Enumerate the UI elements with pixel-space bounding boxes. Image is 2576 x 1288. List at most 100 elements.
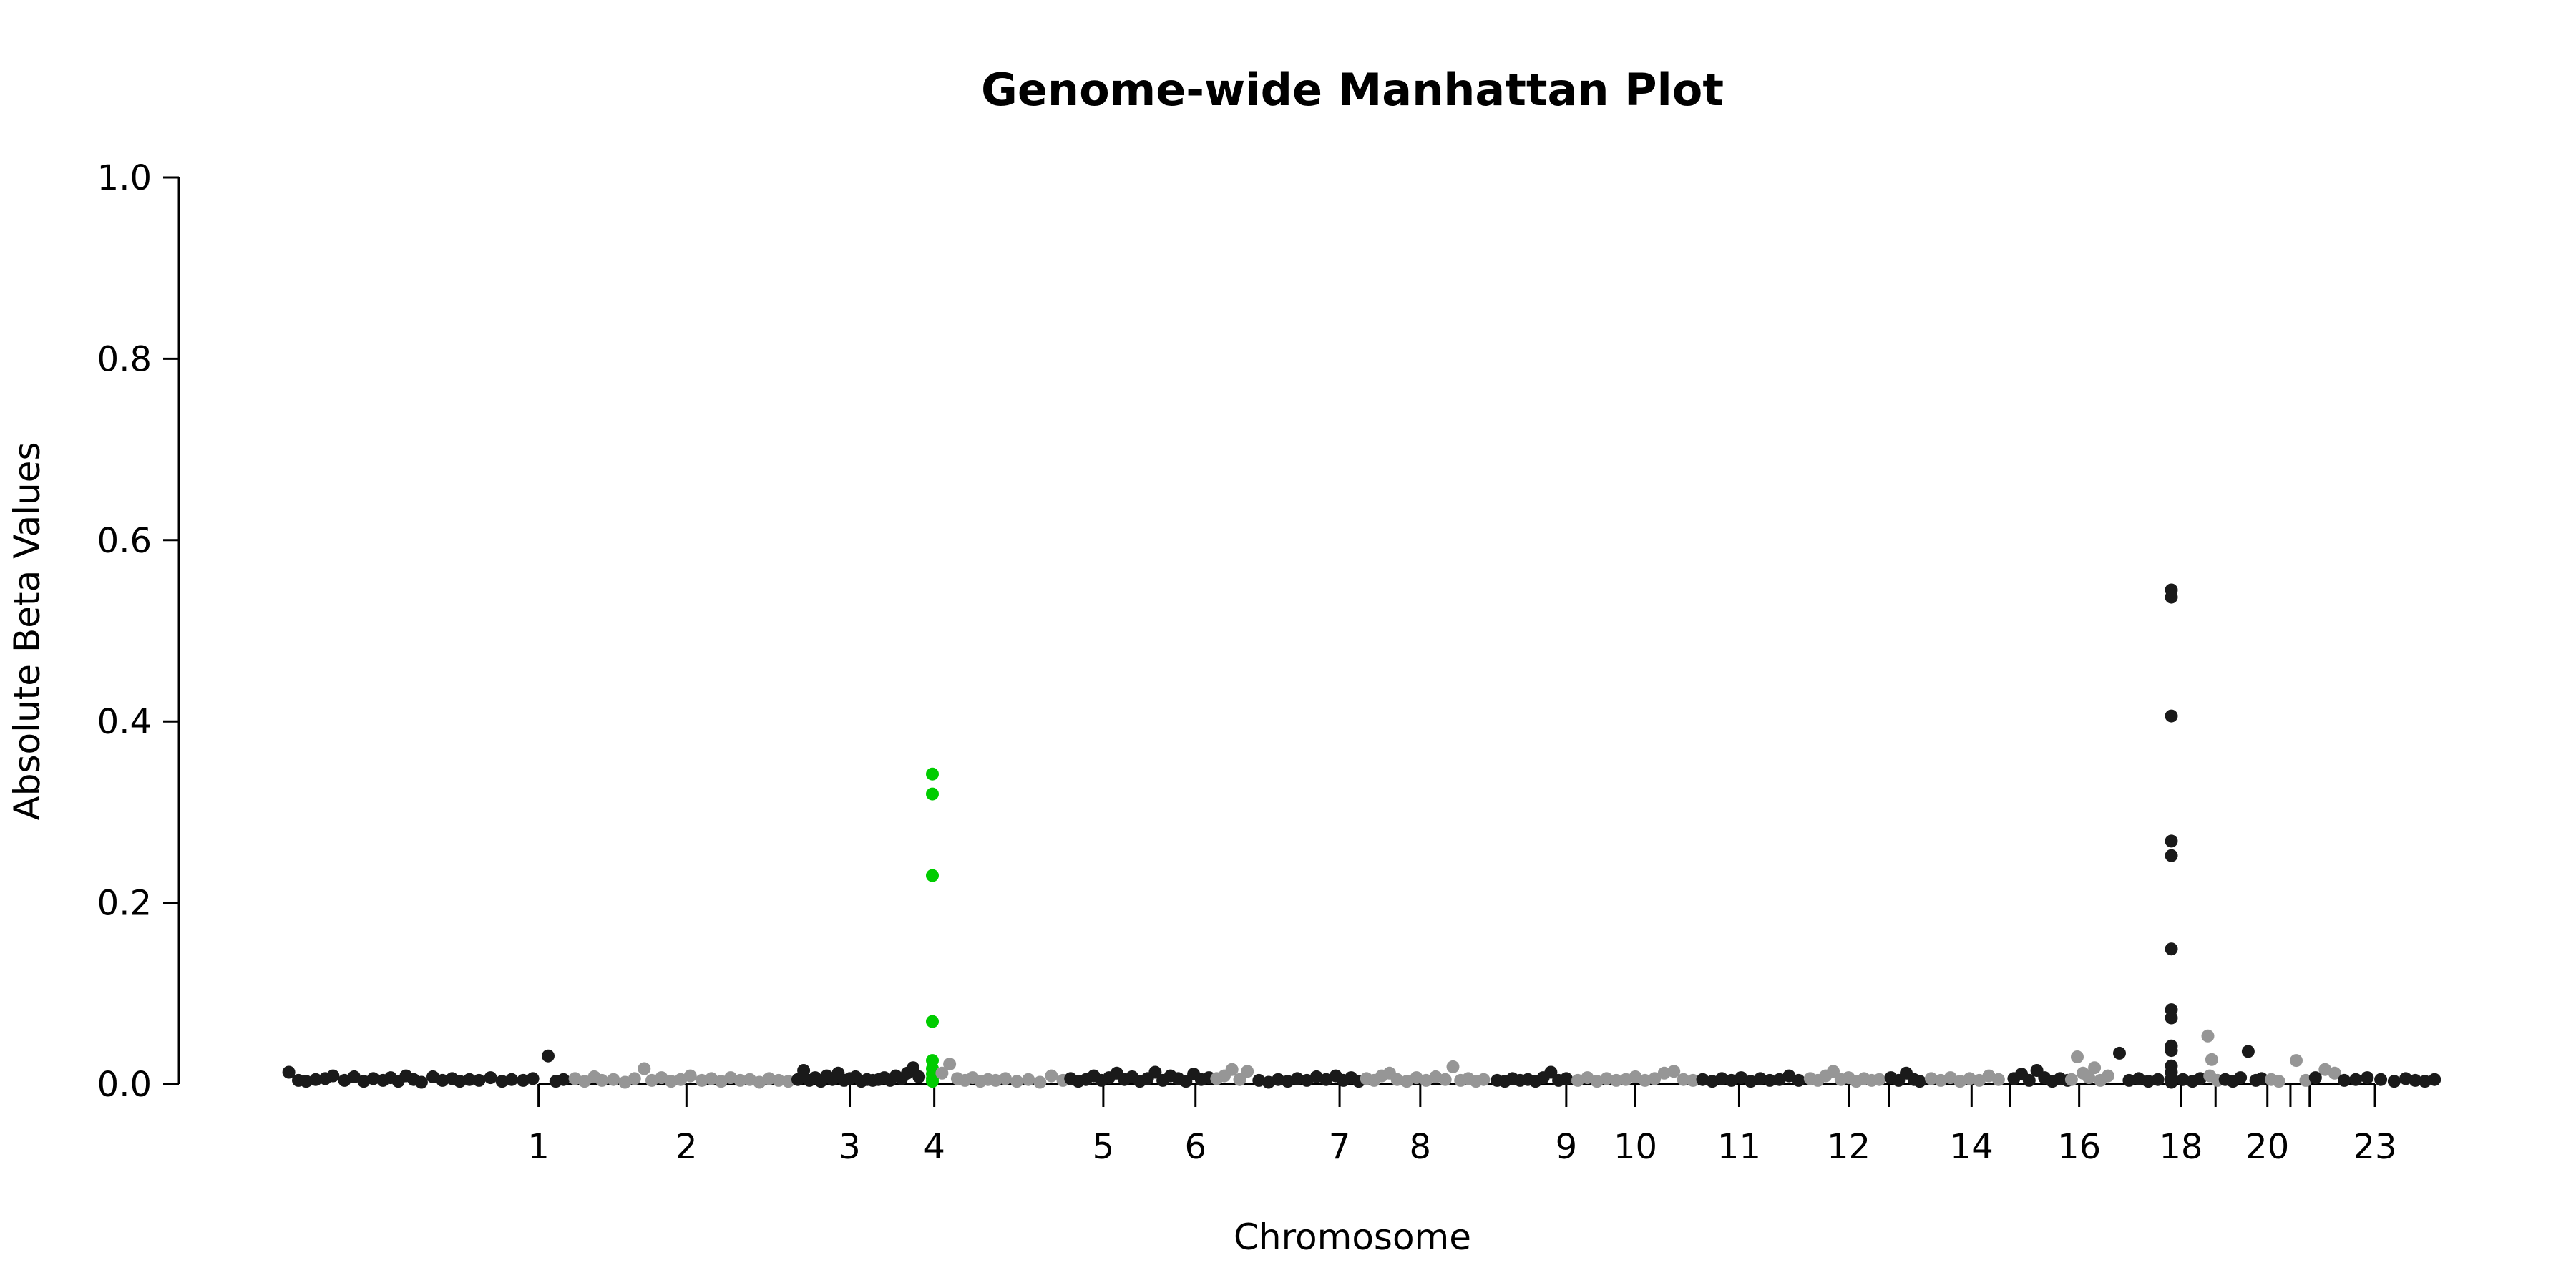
data-point [495, 1075, 509, 1088]
x-tick-label: 10 [1614, 1127, 1657, 1167]
data-point [1677, 1073, 1690, 1086]
data-point [1638, 1073, 1652, 1087]
data-point [484, 1071, 497, 1085]
data-point [2176, 1073, 2190, 1086]
data-point [655, 1071, 668, 1085]
y-tick-label: 0.0 [97, 1065, 152, 1105]
data-point [1010, 1075, 1024, 1088]
data-point [2203, 1069, 2217, 1083]
y-tick-label: 0.2 [97, 884, 152, 924]
highlighted-point [926, 1075, 939, 1088]
data-point [1400, 1075, 1413, 1088]
data-point [2088, 1061, 2102, 1075]
data-point [1754, 1072, 1767, 1085]
x-axis-label: Chromosome [1234, 1216, 1471, 1258]
data-point [1438, 1073, 1452, 1086]
data-point [2255, 1072, 2268, 1085]
data-point [414, 1075, 428, 1089]
data-point [1033, 1075, 1047, 1089]
x-tick-label: 6 [1184, 1127, 1206, 1167]
y-axis-label: Absolute Beta Values [6, 442, 48, 821]
data-point [1973, 1073, 1986, 1087]
data-point [762, 1072, 776, 1085]
data-point [2428, 1073, 2441, 1086]
data-point [453, 1075, 467, 1088]
data-point [2151, 1073, 2165, 1086]
data-point [1667, 1065, 1681, 1078]
data-point [2142, 1075, 2155, 1088]
y-tick-label: 1.0 [97, 158, 152, 198]
data-point [2165, 1044, 2178, 1058]
data-point [1252, 1073, 1266, 1087]
data-point [664, 1075, 678, 1088]
data-point [1390, 1073, 1404, 1086]
data-point [999, 1072, 1012, 1085]
data-point [2399, 1072, 2412, 1085]
x-tick-label: 20 [2245, 1127, 2289, 1167]
data-point [595, 1073, 609, 1087]
data-point [1687, 1073, 1699, 1087]
data-point [683, 1069, 697, 1083]
x-tick-label: 16 [2057, 1127, 2101, 1167]
data-point [309, 1073, 323, 1086]
data-point [366, 1072, 380, 1085]
x-axis: 1 2 3 4 5 6 7 8 9 10 11 12 14 16 18 20 23 [527, 1083, 2397, 1167]
data-point [1148, 1065, 1162, 1079]
data-point [472, 1073, 486, 1087]
data-point [2071, 1050, 2084, 1063]
data-point [2101, 1069, 2114, 1083]
data-point [1963, 1072, 1976, 1085]
data-point [943, 1058, 957, 1071]
data-point [2165, 709, 2178, 723]
data-point [1724, 1073, 1738, 1087]
data-point [2113, 1046, 2126, 1060]
data-point [505, 1073, 518, 1086]
data-point [1763, 1073, 1777, 1087]
data-point [517, 1073, 530, 1087]
data-point [1600, 1072, 1614, 1085]
highlighted-point [926, 1015, 939, 1028]
data-point [2241, 1045, 2255, 1058]
data-point [299, 1075, 313, 1088]
x-tick-label: 3 [839, 1127, 861, 1167]
data-point [628, 1072, 641, 1085]
data-point [1022, 1073, 1035, 1086]
x-tick-label: 23 [2353, 1127, 2397, 1167]
x-tick-label: 14 [1950, 1127, 1994, 1167]
data-points [282, 583, 2441, 1089]
data-point [1272, 1073, 1285, 1086]
data-point [1696, 1073, 1709, 1086]
data-point [326, 1069, 340, 1083]
data-point [797, 1064, 811, 1077]
data-point [1233, 1073, 1246, 1086]
data-point [2338, 1073, 2351, 1087]
data-point [1924, 1072, 1938, 1085]
data-point [1657, 1066, 1671, 1080]
data-point [1934, 1073, 1948, 1087]
data-point [526, 1072, 540, 1085]
data-point [2308, 1071, 2322, 1085]
data-point [638, 1062, 651, 1075]
data-point [2201, 1029, 2215, 1043]
y-tick-label: 0.8 [97, 339, 152, 379]
data-point [695, 1073, 708, 1087]
data-point [2165, 942, 2178, 956]
data-point [1609, 1073, 1623, 1087]
data-point [2064, 1073, 2078, 1086]
data-point [1715, 1072, 1729, 1085]
data-point [733, 1073, 747, 1087]
data-point [935, 1066, 949, 1080]
data-point [2418, 1075, 2431, 1088]
data-point [2409, 1073, 2422, 1087]
x-tick-label: 7 [1329, 1127, 1351, 1167]
x-tick-label: 18 [2159, 1127, 2202, 1167]
data-point [1873, 1073, 1886, 1086]
data-point [1291, 1072, 1304, 1085]
data-point [2165, 834, 2178, 848]
data-point [1544, 1065, 1558, 1079]
data-point [2387, 1075, 2401, 1088]
data-point [1559, 1072, 1573, 1085]
data-point [1045, 1069, 1058, 1083]
chart-title: Genome-wide Manhattan Plot [981, 64, 1724, 116]
data-point [347, 1070, 361, 1083]
